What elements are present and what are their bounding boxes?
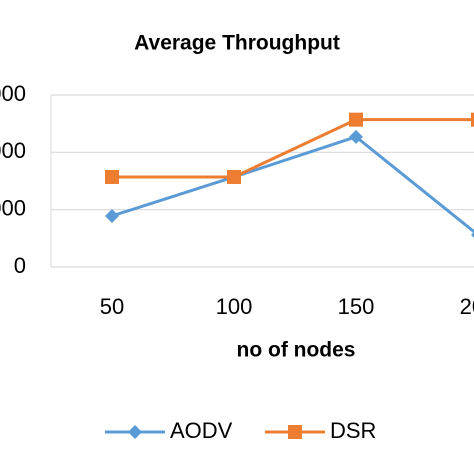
y-tick-label: 2000 xyxy=(0,138,26,163)
y-tick-label: 3000 xyxy=(0,81,26,106)
legend-marker xyxy=(288,425,302,439)
x-tick-label: 50 xyxy=(100,294,124,319)
y-tick-label: 0 xyxy=(14,253,26,278)
legend-label: DSR xyxy=(330,418,376,443)
data-point xyxy=(471,112,474,127)
data-point xyxy=(349,112,363,127)
x-tick-label: 150 xyxy=(338,294,375,319)
x-tick-label: 200 xyxy=(460,294,474,319)
data-point xyxy=(349,129,363,144)
data-point xyxy=(471,231,474,238)
x-axis-label: no of nodes xyxy=(237,339,356,362)
x-tick-label: 100 xyxy=(216,294,253,319)
chart-title: Average Throughput xyxy=(134,32,340,55)
series-line xyxy=(111,135,474,234)
data-point xyxy=(227,169,241,184)
data-point xyxy=(105,208,119,223)
legend-marker xyxy=(128,425,142,439)
data-point xyxy=(105,169,119,184)
legend-label: AODV xyxy=(170,418,233,443)
series-line xyxy=(112,118,474,179)
y-tick-label: 1000 xyxy=(0,195,26,220)
